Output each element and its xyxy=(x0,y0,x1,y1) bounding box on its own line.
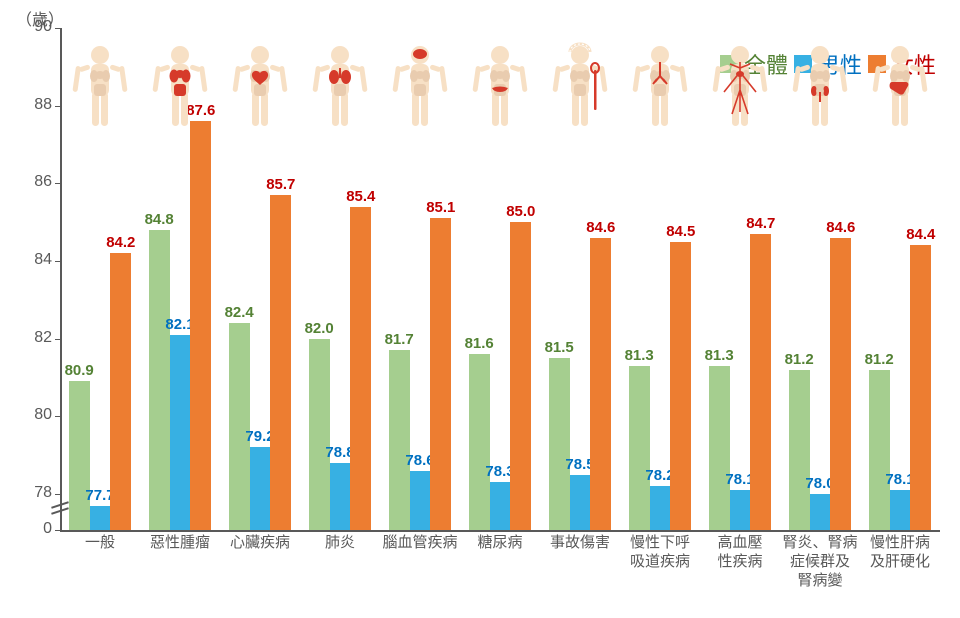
bar-value-label: 81.2 xyxy=(781,351,817,368)
bar-male xyxy=(410,471,431,530)
bar-female xyxy=(590,238,611,530)
x-axis-line xyxy=(60,530,940,532)
bar-value-label: 84.6 xyxy=(583,219,619,236)
y-tick-mark xyxy=(55,339,60,340)
x-category-label: 慢性下呼吸道疾病 xyxy=(622,534,698,572)
bar-female xyxy=(750,234,771,530)
bar-male xyxy=(250,447,271,530)
bar-value-label: 81.3 xyxy=(621,347,657,364)
y-tick-mark xyxy=(55,183,60,184)
y-tick-label: 82 xyxy=(8,329,52,347)
bar-value-label: 80.9 xyxy=(61,362,97,379)
y-tick-mark xyxy=(55,530,60,531)
x-category-label: 肺炎 xyxy=(302,534,378,553)
bar-female xyxy=(670,242,691,530)
y-tick-label: 86 xyxy=(8,173,52,191)
y-tick-label: 84 xyxy=(8,251,52,269)
y-tick-mark xyxy=(55,28,60,29)
bar-overall xyxy=(469,354,490,530)
bar-male xyxy=(730,490,751,530)
bar-overall xyxy=(229,323,250,530)
bar-value-label: 85.4 xyxy=(343,188,379,205)
bar-female xyxy=(110,253,131,530)
y-tick-label: 80 xyxy=(8,406,52,424)
bar-male xyxy=(570,475,591,530)
bar-male xyxy=(890,490,911,530)
bar-overall xyxy=(549,358,570,530)
x-category-label: 一般 xyxy=(62,534,138,553)
bar-value-label: 82.0 xyxy=(301,320,337,337)
y-tick-mark xyxy=(55,416,60,417)
x-category-label: 高血壓性疾病 xyxy=(702,534,778,572)
x-category-label: 腎炎、腎病症候群及腎病變 xyxy=(782,534,858,590)
bar-value-label: 81.6 xyxy=(461,335,497,352)
bar-value-label: 85.0 xyxy=(503,203,539,220)
y-tick-label: 90 xyxy=(8,18,52,36)
y-tick-label: 88 xyxy=(8,96,52,114)
bar-female xyxy=(510,222,531,530)
y-tick-label: 78 xyxy=(8,484,52,502)
bar-value-label: 84.6 xyxy=(823,219,859,236)
bar-value-label: 84.7 xyxy=(743,215,779,232)
bar-overall xyxy=(149,230,170,530)
bar-male xyxy=(90,506,111,530)
bar-overall xyxy=(309,339,330,530)
y-tick-mark xyxy=(55,494,60,495)
bar-value-label: 84.4 xyxy=(903,226,939,243)
bar-female xyxy=(270,195,291,530)
y-tick-mark xyxy=(55,261,60,262)
bar-overall xyxy=(709,366,730,530)
bar-value-label: 84.2 xyxy=(103,234,139,251)
bar-overall xyxy=(789,370,810,530)
bar-overall xyxy=(389,350,410,530)
bar-value-label: 84.5 xyxy=(663,223,699,240)
bar-female xyxy=(830,238,851,530)
x-category-label: 慢性肝病及肝硬化 xyxy=(862,534,938,572)
bar-overall xyxy=(629,366,650,530)
bar-value-label: 81.2 xyxy=(861,351,897,368)
y-tick-mark xyxy=(55,106,60,107)
bar-male xyxy=(650,486,671,530)
bar-male xyxy=(490,482,511,530)
bar-female xyxy=(350,207,371,530)
bar-value-label: 81.7 xyxy=(381,331,417,348)
x-category-label: 心臟疾病 xyxy=(222,534,298,553)
x-category-label: 腦血管疾病 xyxy=(382,534,458,553)
bar-male xyxy=(170,335,191,530)
bar-value-label: 82.4 xyxy=(221,304,257,321)
x-category-label: 事故傷害 xyxy=(542,534,618,553)
bar-male xyxy=(810,494,831,530)
bar-female xyxy=(910,245,931,530)
y-tick-label: 0 xyxy=(8,520,52,538)
bar-value-label: 87.6 xyxy=(183,102,219,119)
bar-value-label: 81.3 xyxy=(701,347,737,364)
bar-value-label: 81.5 xyxy=(541,339,577,356)
x-category-label: 糖尿病 xyxy=(462,534,538,553)
bar-overall xyxy=(869,370,890,530)
bar-female xyxy=(430,218,451,530)
bar-male xyxy=(330,463,351,530)
bar-value-label: 85.7 xyxy=(263,176,299,193)
plot-area: 80.977.784.284.882.187.682.479.285.782.0… xyxy=(60,28,940,530)
x-category-label: 惡性腫瘤 xyxy=(142,534,218,553)
bar-overall xyxy=(69,381,90,530)
bar-female xyxy=(190,121,211,530)
bar-value-label: 85.1 xyxy=(423,199,459,216)
bar-value-label: 84.8 xyxy=(141,211,177,228)
life-expectancy-chart: （歲） 全體 男性 女性 80.977.784.284.882.187.682.… xyxy=(0,0,960,618)
